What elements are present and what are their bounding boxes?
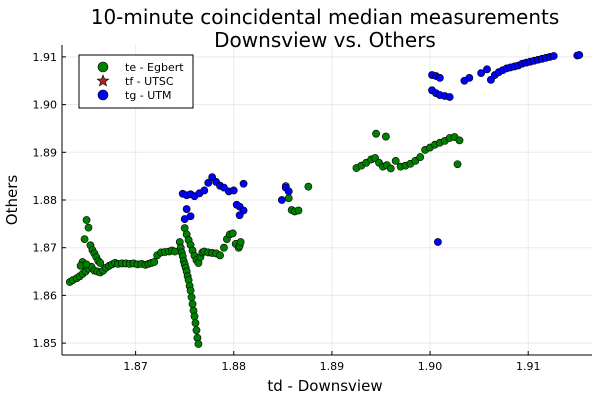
data-point bbox=[216, 251, 224, 260]
x-axis-label: td - Downsview bbox=[267, 377, 382, 395]
data-point bbox=[96, 259, 105, 267]
data-point bbox=[235, 211, 244, 220]
data-point bbox=[229, 186, 238, 195]
data-point bbox=[190, 312, 199, 321]
data-point bbox=[284, 187, 293, 196]
data-point bbox=[182, 205, 191, 213]
data-point bbox=[372, 129, 380, 138]
data-point bbox=[82, 260, 91, 269]
x-tick-label: 1.91 bbox=[516, 360, 541, 373]
data-point bbox=[386, 164, 395, 173]
data-point bbox=[239, 179, 248, 188]
data-point bbox=[549, 52, 558, 60]
data-point bbox=[191, 319, 200, 327]
data-point bbox=[220, 243, 228, 252]
data-point bbox=[483, 65, 491, 74]
legend-box bbox=[78, 54, 194, 109]
grid-lines bbox=[62, 45, 592, 355]
data-point bbox=[200, 186, 209, 195]
x-tick-label: 1.90 bbox=[418, 360, 443, 373]
legend-label: tf - UTSC bbox=[125, 75, 174, 88]
y-tick-label: 1.90 bbox=[33, 99, 58, 112]
data-point bbox=[228, 229, 237, 238]
data-point bbox=[80, 235, 89, 244]
data-point bbox=[391, 156, 400, 165]
legend-marker-star bbox=[96, 74, 110, 87]
x-tick-label: 1.89 bbox=[320, 360, 345, 373]
y-tick-label: 1.91 bbox=[33, 51, 58, 64]
legend-marker-circle bbox=[97, 89, 109, 101]
data-point bbox=[304, 182, 313, 191]
y-tick-label: 1.88 bbox=[33, 194, 58, 207]
data-point bbox=[445, 93, 454, 101]
data-point bbox=[192, 326, 201, 335]
data-point bbox=[435, 74, 444, 82]
y-tick-label: 1.89 bbox=[33, 146, 58, 159]
data-point bbox=[236, 238, 245, 246]
data-point bbox=[575, 51, 584, 59]
data-point bbox=[453, 160, 462, 169]
legend-marker-circle bbox=[97, 61, 109, 73]
y-axis-label: Others bbox=[3, 175, 21, 226]
x-tick-label: 1.87 bbox=[123, 360, 148, 373]
data-point bbox=[82, 216, 91, 224]
data-point bbox=[434, 238, 442, 246]
data-point bbox=[465, 74, 474, 82]
data-points bbox=[65, 51, 584, 348]
series-2-points bbox=[178, 51, 584, 246]
data-point bbox=[294, 206, 303, 215]
y-tick-label: 1.85 bbox=[33, 337, 58, 350]
data-point bbox=[186, 286, 195, 295]
y-axis-ticks: 1.85 1.86 1.87 1.88 1.89 1.90 1.91 bbox=[33, 51, 66, 350]
y-tick-label: 1.86 bbox=[33, 289, 58, 302]
chart-title-line-2: Downsview vs. Others bbox=[214, 28, 436, 52]
x-tick-label: 1.88 bbox=[222, 360, 247, 373]
legend-label: te - Egbert bbox=[125, 61, 184, 74]
data-point bbox=[204, 178, 213, 187]
y-tick-label: 1.87 bbox=[33, 242, 58, 255]
data-point bbox=[455, 136, 464, 145]
data-point bbox=[187, 293, 196, 302]
legend-label: tg - UTM bbox=[125, 89, 172, 102]
data-point bbox=[84, 223, 93, 232]
data-point bbox=[277, 196, 286, 204]
data-point bbox=[416, 153, 425, 161]
data-point bbox=[150, 258, 159, 266]
data-point bbox=[284, 194, 293, 202]
x-axis-ticks: 1.87 1.88 1.89 1.90 1.91 bbox=[123, 351, 540, 373]
data-point bbox=[194, 340, 203, 348]
data-point bbox=[477, 69, 485, 78]
data-point bbox=[188, 300, 197, 308]
chart-title-line-1: 10-minute coincidental median measuremen… bbox=[91, 5, 560, 29]
data-point bbox=[180, 215, 189, 223]
data-point bbox=[381, 132, 390, 141]
